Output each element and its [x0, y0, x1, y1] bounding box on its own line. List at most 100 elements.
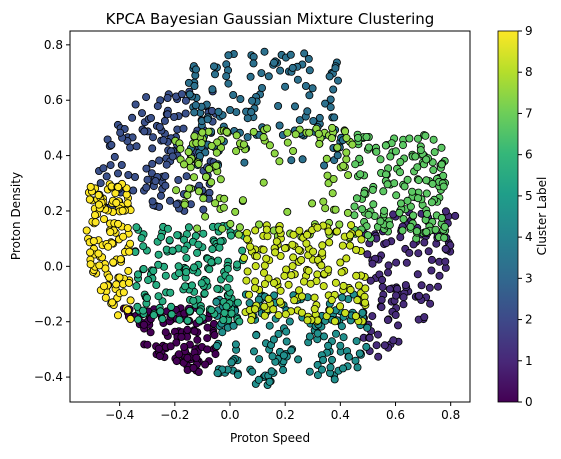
cluster-5-point	[213, 284, 222, 293]
cluster-2-point	[151, 177, 160, 186]
cluster-8-point	[290, 296, 299, 305]
cluster-7-point	[212, 148, 221, 157]
cluster-3-point	[275, 121, 284, 130]
cluster-9-point	[126, 314, 135, 323]
cluster-3-point	[210, 70, 219, 79]
cluster-5-point	[182, 253, 191, 262]
cluster-2-point	[130, 172, 139, 181]
cluster-9-point	[94, 191, 103, 200]
cluster-2-point	[142, 164, 151, 173]
cluster-9-point	[104, 242, 113, 251]
colorbar-tick-label: 7	[525, 106, 533, 120]
cluster-8-point	[284, 280, 293, 289]
cluster-7-point	[315, 139, 324, 148]
cluster-7-point	[265, 141, 274, 150]
cluster-7-point	[344, 171, 353, 180]
cluster-2-point	[199, 205, 208, 214]
cluster-6-point	[372, 147, 381, 156]
cluster-6-point	[411, 152, 420, 161]
cluster-8-point	[299, 277, 308, 286]
cluster-7-point	[275, 157, 284, 166]
cluster-3-point	[290, 102, 299, 111]
cluster-6-point	[422, 227, 431, 236]
cluster-7-point	[222, 127, 231, 136]
cluster-3-point	[222, 72, 231, 81]
x-tick-label: −0.2	[160, 408, 189, 422]
cluster-6-point	[428, 179, 437, 188]
cluster-5-point	[142, 293, 151, 302]
cluster-7-point	[201, 212, 210, 221]
y-tick-label: 0.6	[44, 93, 63, 107]
cluster-8-point	[274, 311, 283, 320]
cluster-7-point	[232, 131, 241, 140]
y-tick-label: 0.0	[44, 259, 63, 273]
cluster-8-point	[243, 235, 252, 244]
cluster-6-point	[403, 175, 412, 184]
cluster-1-point	[391, 310, 400, 319]
cluster-9-point	[86, 182, 95, 191]
cluster-8-point	[351, 312, 360, 321]
colorbar-ticks: 0 1 2 3 4 5 6 7 8 9	[518, 24, 533, 409]
cluster-4-point	[218, 328, 227, 337]
cluster-4-point	[245, 298, 254, 307]
cluster-7-point	[183, 190, 192, 199]
cluster-8-point	[330, 317, 339, 326]
cluster-8-point	[325, 238, 334, 247]
cluster-7-point	[305, 128, 314, 137]
cluster-8-point	[310, 304, 319, 313]
cluster-1-point	[391, 291, 400, 300]
cluster-8-point	[288, 262, 297, 271]
cluster-6-point	[400, 182, 409, 191]
cluster-3-point	[240, 158, 249, 167]
cluster-6-point	[391, 147, 400, 156]
colorbar-tick-label: 4	[525, 230, 533, 244]
cluster-9-point	[86, 248, 95, 257]
cluster-5-point	[184, 223, 193, 232]
cluster-8-point	[297, 308, 306, 317]
x-axis: −0.4 −0.2 0.0 0.2 0.4 0.6 0.8	[105, 402, 460, 422]
cluster-0-point	[183, 353, 192, 362]
cluster-9-point	[112, 198, 121, 207]
cluster-6-point	[440, 222, 449, 231]
cluster-6-point	[412, 227, 421, 236]
cluster-1-point	[441, 207, 450, 216]
cluster-6-point	[440, 233, 449, 242]
cluster-4-point	[305, 367, 314, 376]
cluster-2-point	[96, 179, 105, 188]
cluster-5-point	[199, 229, 208, 238]
cluster-1-point	[365, 333, 374, 342]
y-tick-label: 0.8	[44, 38, 63, 52]
cluster-4-point	[338, 364, 347, 373]
cluster-5-point	[175, 315, 184, 324]
cluster-8-point	[342, 254, 351, 263]
cluster-5-point	[139, 242, 148, 251]
cluster-6-point	[439, 171, 448, 180]
cluster-1-point	[373, 330, 382, 339]
cluster-6-point	[352, 194, 361, 203]
colorbar-tick-label: 6	[525, 148, 533, 162]
colorbar-tick-label: 0	[525, 395, 533, 409]
cluster-5-point	[163, 224, 172, 233]
cluster-3-point	[191, 65, 200, 74]
cluster-6-point	[390, 179, 399, 188]
cluster-3-point	[315, 113, 324, 122]
cluster-1-point	[366, 276, 375, 285]
cluster-6-point	[356, 170, 365, 179]
cluster-6-point	[376, 155, 385, 164]
cluster-6-point	[363, 231, 372, 240]
cluster-3-point	[201, 148, 210, 157]
cluster-2-point	[179, 124, 188, 133]
cluster-5-point	[152, 280, 161, 289]
cluster-8-point	[313, 223, 322, 232]
cluster-4-point	[269, 335, 278, 344]
cluster-6-point	[429, 135, 438, 144]
cluster-3-point	[298, 155, 307, 164]
cluster-4-point	[352, 337, 361, 346]
cluster-8-point	[325, 306, 334, 315]
cluster-8-point	[275, 225, 284, 234]
cluster-8-point	[259, 268, 268, 277]
cluster-0-point	[146, 328, 155, 337]
cluster-8-point	[304, 266, 313, 275]
cluster-8-point	[318, 241, 327, 250]
cluster-5-point	[226, 231, 235, 240]
